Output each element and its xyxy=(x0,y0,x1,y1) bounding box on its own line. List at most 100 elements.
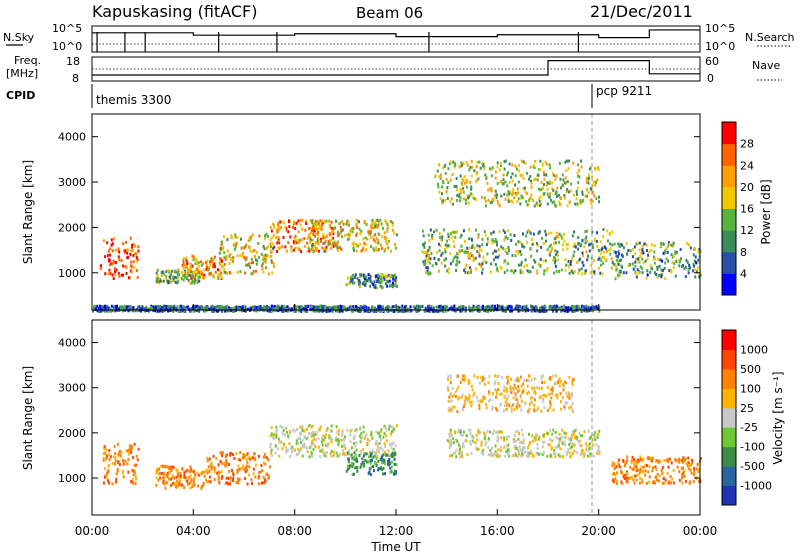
velocity-cell xyxy=(519,448,522,452)
power-cell xyxy=(511,200,514,204)
velocity-cell xyxy=(128,444,131,448)
velocity-cell xyxy=(312,442,315,446)
velocity-cell xyxy=(369,461,372,465)
power-cell xyxy=(134,252,137,256)
power-cell xyxy=(464,267,467,271)
power-cell xyxy=(564,176,567,180)
power-cell xyxy=(561,173,564,177)
velocity-cell xyxy=(531,401,534,405)
power-cell xyxy=(618,245,621,249)
velocity-cell xyxy=(263,481,266,485)
velocity-cell xyxy=(177,483,180,487)
velocity-cell xyxy=(337,443,340,447)
power-cell xyxy=(426,269,429,273)
power-cell xyxy=(424,262,427,266)
power-cell xyxy=(478,305,481,309)
velocity-cell xyxy=(471,434,474,438)
velocity-cell xyxy=(314,438,317,442)
power-cell xyxy=(503,167,506,171)
power-cell xyxy=(558,269,561,273)
power-cell xyxy=(452,160,455,164)
velocity-cell xyxy=(267,474,270,478)
velocity-cell xyxy=(105,457,108,461)
power-cell xyxy=(312,309,315,313)
power-cell xyxy=(620,264,623,268)
velocity-cell xyxy=(230,468,233,472)
power-cell xyxy=(176,281,179,285)
power-cell xyxy=(198,309,201,313)
velocity-cell xyxy=(172,465,175,469)
power-cell xyxy=(491,241,494,245)
velocity-cell xyxy=(552,428,555,432)
power-cell xyxy=(196,307,199,311)
velocity-cell xyxy=(379,438,382,442)
power-colorbar-label: 28 xyxy=(740,138,754,151)
velocity-cell xyxy=(356,466,359,470)
power-cell xyxy=(520,260,523,264)
power-cell xyxy=(167,309,170,313)
power-cell xyxy=(471,244,474,248)
power-cell xyxy=(598,200,601,204)
velocity-cell xyxy=(485,406,488,410)
power-cell xyxy=(303,309,306,313)
power-cell xyxy=(418,307,421,311)
power-cell xyxy=(372,247,375,251)
power-cell xyxy=(365,275,368,279)
velocity-colorbar-label: 25 xyxy=(740,402,754,415)
velocity-cell xyxy=(197,473,200,477)
velocity-cell xyxy=(543,380,546,384)
power-cell xyxy=(634,257,637,261)
velocity-cell xyxy=(130,444,133,448)
velocity-cell xyxy=(513,408,516,412)
power-cell xyxy=(577,174,580,178)
velocity-cell xyxy=(517,454,520,458)
velocity-cell xyxy=(133,469,136,473)
velocity-cell xyxy=(462,408,465,412)
power-cell xyxy=(580,165,583,169)
power-cell xyxy=(526,192,529,196)
power-cell xyxy=(445,177,448,181)
power-cell xyxy=(512,196,515,200)
power-cell xyxy=(503,230,506,234)
velocity-cell xyxy=(295,442,298,446)
velocity-cell xyxy=(528,443,531,447)
power-cell xyxy=(171,305,174,309)
power-cell xyxy=(345,222,348,226)
power-cell xyxy=(172,278,175,282)
velocity-cell xyxy=(588,447,591,451)
power-cell xyxy=(640,251,643,255)
velocity-cell xyxy=(220,476,223,480)
power-cell xyxy=(272,233,275,237)
velocity-cell xyxy=(287,435,290,439)
velocity-cell xyxy=(684,479,687,483)
power-cell xyxy=(272,261,275,265)
power-cell xyxy=(102,239,105,243)
power-cell xyxy=(312,232,315,236)
power-cell xyxy=(192,275,195,279)
velocity-cell xyxy=(487,381,490,385)
power-cell xyxy=(269,242,272,246)
power-cell xyxy=(330,230,333,234)
velocity-cell xyxy=(261,469,264,473)
power-cell xyxy=(620,242,623,246)
power-cell xyxy=(588,243,591,247)
velocity-cell xyxy=(393,457,396,461)
power-cell xyxy=(394,246,397,250)
power-cell xyxy=(386,274,389,278)
power-cell xyxy=(316,232,319,236)
velocity-cell xyxy=(481,379,484,383)
power-cell xyxy=(482,255,485,259)
velocity-cell xyxy=(573,449,576,453)
power-cell xyxy=(435,309,438,313)
power-cell xyxy=(597,258,600,262)
velocity-cell xyxy=(457,429,460,433)
power-cell xyxy=(443,258,446,262)
power-cell xyxy=(588,309,591,313)
power-cell xyxy=(523,245,526,249)
power-cell xyxy=(394,242,397,246)
power-cell xyxy=(507,199,510,203)
x-tick-label: 04:00 xyxy=(176,524,211,538)
velocity-cell xyxy=(542,397,545,401)
velocity-cell xyxy=(189,465,192,469)
power-cell xyxy=(568,159,571,163)
